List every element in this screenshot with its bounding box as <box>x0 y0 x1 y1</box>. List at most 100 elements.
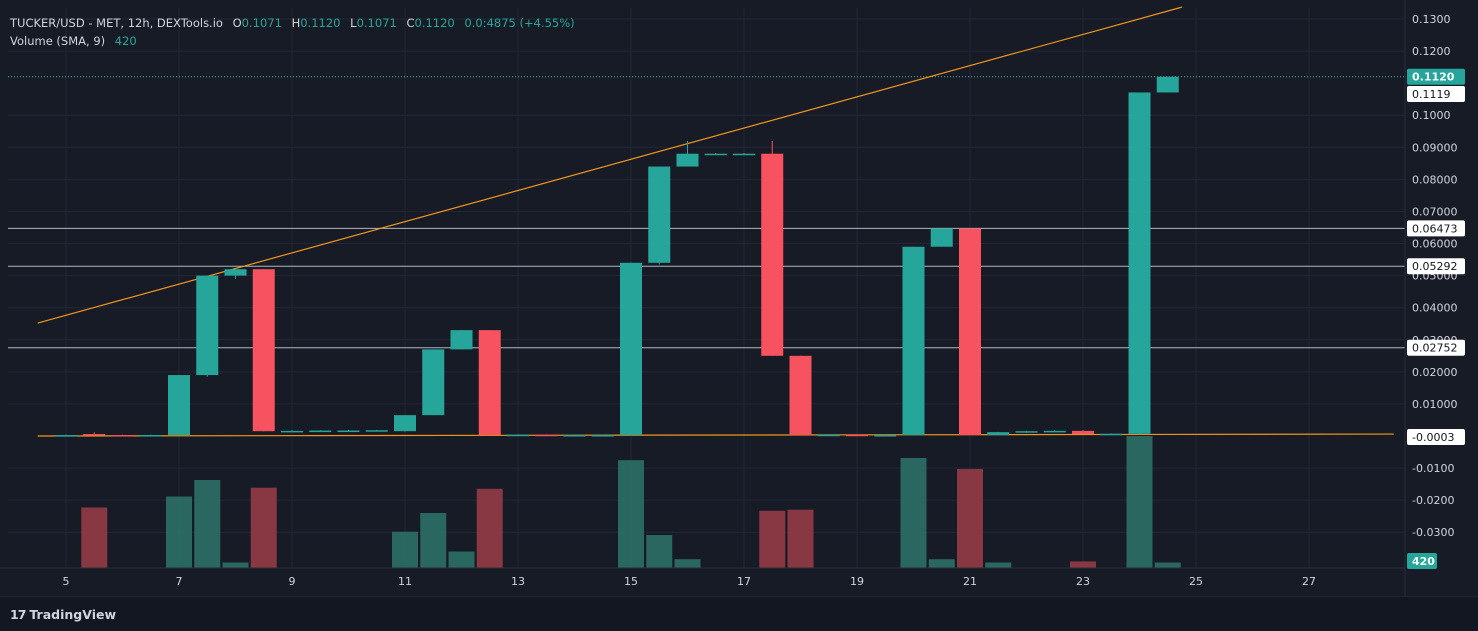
candle-body <box>252 269 275 432</box>
candle-body <box>281 430 303 433</box>
price-axis-label: 0.09000 <box>1412 141 1458 154</box>
open-label: O <box>232 16 242 30</box>
candle-body <box>83 434 106 436</box>
symbol-title: TUCKER/USD - MET, 12h, DEXTools.io <box>10 16 223 30</box>
candle-body <box>902 246 925 436</box>
time-axis-label: 27 <box>1302 575 1316 588</box>
candle-body <box>535 434 558 437</box>
low-label: L <box>350 16 357 30</box>
level-badge <box>1407 220 1465 237</box>
candle-body <box>620 262 642 436</box>
price-badge <box>1407 553 1437 569</box>
price-axis-label: 0.01000 <box>1412 398 1458 411</box>
candle-body <box>422 349 445 416</box>
candle-body <box>789 355 812 436</box>
volume-bar <box>900 458 927 568</box>
high-label: H <box>291 16 301 30</box>
price-axis-label: 0.1200 <box>1412 45 1451 58</box>
volume-bar <box>1126 436 1153 568</box>
candle-body <box>591 435 614 437</box>
level-badge-label: 0.02752 <box>1412 342 1458 355</box>
price-axis-label: -0.0100 <box>1412 462 1454 475</box>
volume-label: Volume (SMA, 9) <box>10 34 106 48</box>
time-axis-label: 15 <box>624 575 638 588</box>
volume-bar <box>928 559 955 568</box>
candle-body <box>450 330 473 350</box>
volume-bar <box>957 469 983 568</box>
tradingview-logo[interactable]: 17 TradingView <box>10 607 116 622</box>
candle-body <box>1072 430 1094 435</box>
close-label: C <box>406 16 415 30</box>
candle-body <box>111 435 134 437</box>
volume-bar <box>646 535 673 568</box>
price-badge-label: 0.1119 <box>1412 88 1451 101</box>
trendline <box>37 433 1394 437</box>
volume-bar <box>759 510 786 568</box>
candle-body <box>817 434 840 437</box>
candle-body <box>930 228 953 247</box>
price-axis-label: 0.04000 <box>1412 302 1458 315</box>
time-axis-label: 25 <box>1189 575 1203 588</box>
time-axis-label: 9 <box>289 575 296 588</box>
chart-legend: TUCKER/USD - MET, 12h, DEXTools.io O 0.10… <box>10 14 575 50</box>
price-badge-label: 0.1120 <box>1412 71 1455 84</box>
candle-body <box>563 435 586 437</box>
candle-body <box>761 153 784 356</box>
tradingview-mark-icon: 17 <box>10 607 26 622</box>
time-axis-label: 23 <box>1076 575 1090 588</box>
price-badge <box>1407 428 1465 445</box>
ohlc-row: TUCKER/USD - MET, 12h, DEXTools.io O 0.10… <box>10 14 575 32</box>
footer-bar <box>0 597 1478 631</box>
candle-body <box>874 435 897 437</box>
volume-bar <box>222 562 249 568</box>
price-badge-label: -0.0003 <box>1412 431 1454 444</box>
candle-body <box>55 435 77 437</box>
candle-body <box>846 434 868 437</box>
price-axis-label: -0.0300 <box>1412 526 1454 539</box>
candle-body <box>1156 76 1179 93</box>
tradingview-logo-text: TradingView <box>29 607 117 622</box>
volume-bar <box>674 559 701 568</box>
price-badge <box>1407 68 1465 85</box>
price-axis-label: 0.02000 <box>1412 366 1458 379</box>
volume-bar <box>194 480 221 568</box>
candle-body <box>959 228 981 436</box>
price-axis-label: 0.06000 <box>1412 238 1458 251</box>
candle-body <box>507 434 529 437</box>
candle-body <box>337 430 360 433</box>
candle-body <box>1043 430 1066 433</box>
price-badge-label: 420 <box>1412 555 1435 568</box>
candle-body <box>704 153 727 156</box>
close-value: 0.1120 <box>414 16 455 30</box>
candle-body <box>987 432 1010 436</box>
change-value: 0.0:4875 (+4.55%) <box>464 16 575 30</box>
candle-body <box>309 430 332 433</box>
volume-bar <box>250 487 277 568</box>
candle-body <box>139 435 162 437</box>
chart-background <box>0 0 1478 597</box>
volume-value: 420 <box>114 34 137 48</box>
low-value: 0.1071 <box>356 16 397 30</box>
time-axis-label: 5 <box>63 575 70 588</box>
time-axis-label: 7 <box>176 575 183 588</box>
price-axis-label: 0.1000 <box>1412 109 1451 122</box>
level-badge <box>1407 258 1465 275</box>
high-value: 0.1120 <box>300 16 341 30</box>
price-badge <box>1407 86 1465 103</box>
price-axis-label: -0.0200 <box>1412 494 1454 507</box>
volume-bar <box>392 531 418 568</box>
volume-bar <box>787 509 814 568</box>
volume-bar <box>448 551 475 568</box>
volume-bar <box>618 460 644 568</box>
volume-bar <box>476 488 503 568</box>
time-axis-label: 11 <box>398 575 412 588</box>
candle-body <box>648 166 671 263</box>
candle-body <box>1100 433 1123 436</box>
candle-body <box>394 415 416 432</box>
candle-body <box>168 375 190 436</box>
volume-bar <box>166 496 192 568</box>
candle-body <box>365 430 388 432</box>
volume-bar <box>420 513 447 568</box>
price-axis-label: 0.07000 <box>1412 205 1458 218</box>
